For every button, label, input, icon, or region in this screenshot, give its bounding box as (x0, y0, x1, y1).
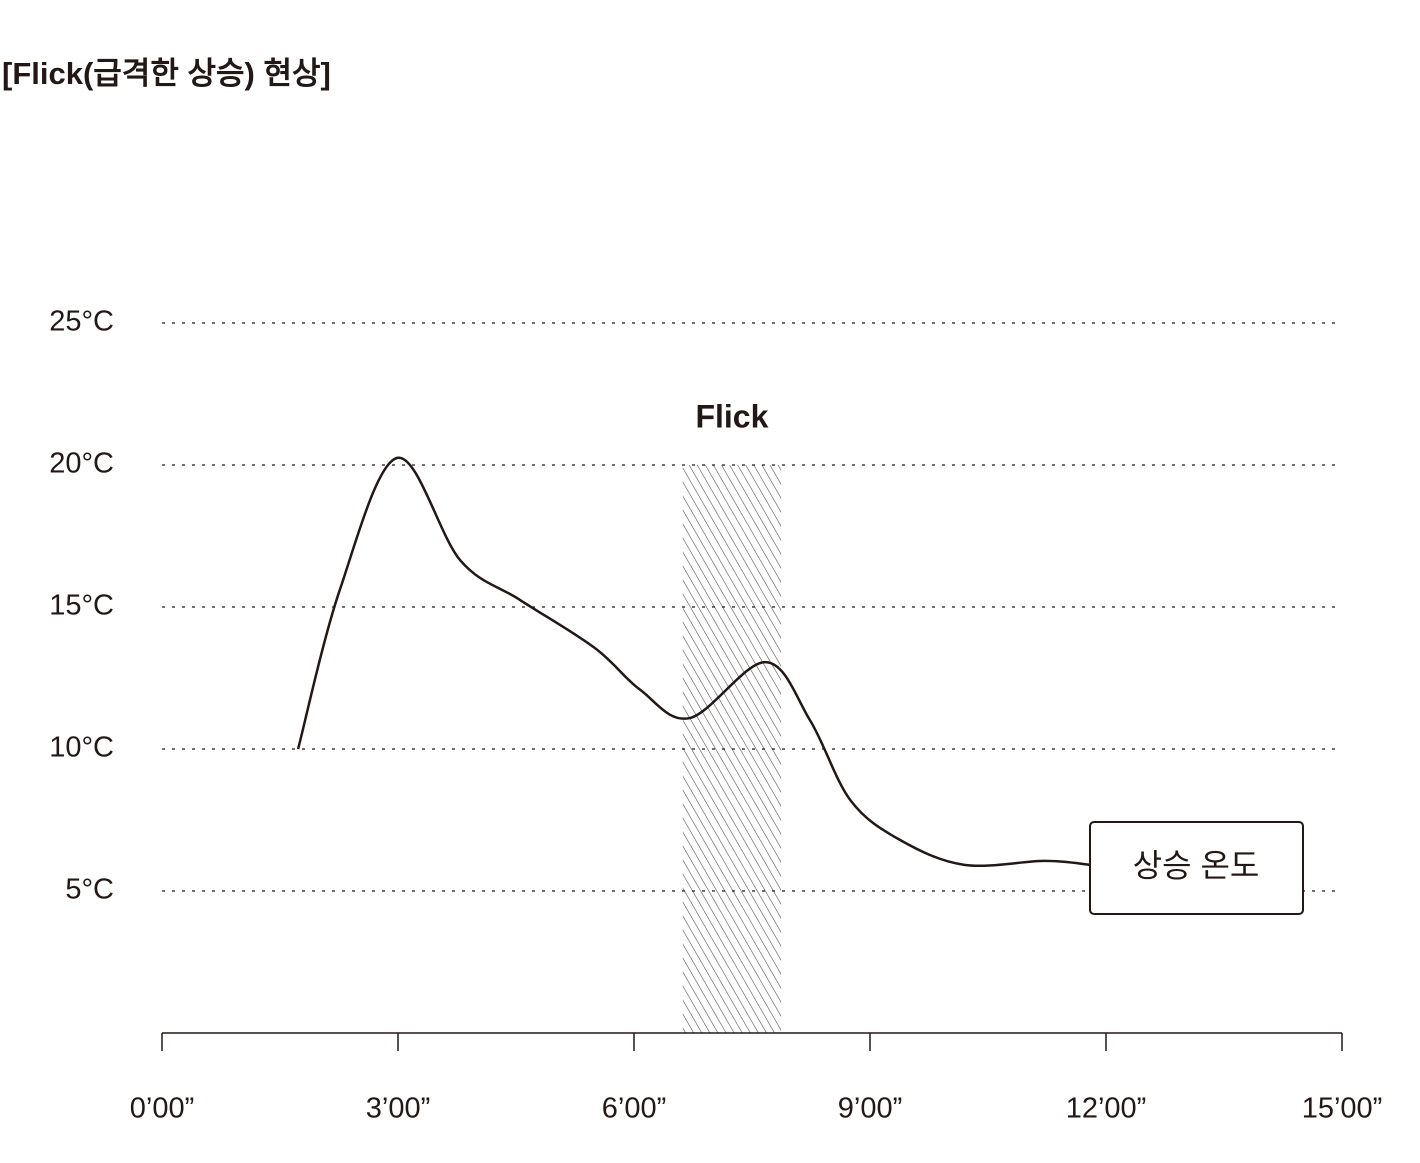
flick-band (682, 465, 782, 1033)
annotation-box (1089, 821, 1304, 915)
y-tick-label: 25°C (49, 306, 114, 338)
y-tick-label: 20°C (49, 448, 114, 480)
y-tick-label: 5°C (65, 874, 114, 906)
chart-title: [Flick(급격한 상승) 현상] (2, 56, 331, 91)
x-tick-label: 6’00” (602, 1093, 667, 1125)
x-tick-label: 12’00” (1066, 1093, 1147, 1125)
y-tick-label: 10°C (49, 732, 114, 764)
annotation-text: 상승 온도 (1133, 847, 1260, 883)
x-tick-label: 0’00” (130, 1093, 195, 1125)
temperature-line (296, 456, 1091, 868)
flick-label: Flick (695, 398, 768, 434)
y-tick-label: 15°C (49, 590, 114, 622)
x-tick-label: 3’00” (366, 1093, 431, 1125)
x-tick-label: 9’00” (838, 1093, 903, 1125)
x-tick-label: 15’00” (1302, 1093, 1383, 1125)
